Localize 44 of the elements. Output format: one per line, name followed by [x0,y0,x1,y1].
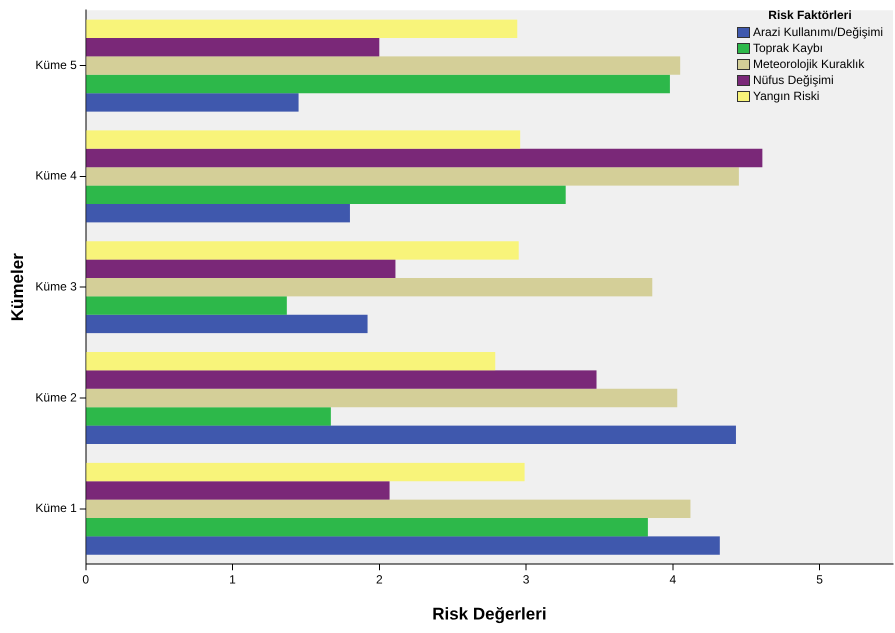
x-tick-label: 1 [229,572,236,587]
bar [86,536,720,555]
bar [86,500,690,518]
bar [86,426,736,444]
bar [86,388,678,408]
y-tick-label: Küme 2 [35,390,78,404]
x-tick-label: 4 [670,572,676,587]
bar [86,93,299,112]
x-tick-label: 3 [522,572,530,587]
bar [86,314,368,334]
bar [86,352,496,370]
bar [86,20,518,38]
y-tick-label: Küme 1 [35,501,78,516]
bar [86,481,390,500]
legend-label: Meteorolojik Kuraklık [752,57,864,71]
legend-label: Toprak Kaybı [752,41,823,55]
bar [86,370,597,389]
bar [86,407,331,426]
bar [86,204,350,222]
bar [86,260,396,278]
bar [86,186,566,204]
bar [86,130,520,149]
bar [86,167,739,186]
x-tick-label: 0 [82,572,90,587]
x-axis-title: Risk Değerleri [432,604,547,624]
bar [86,462,525,482]
y-tick-label: Küme 5 [35,58,78,72]
x-tick-label: 5 [816,572,824,587]
bar [86,148,762,168]
legend-label: Arazi Kullanımı/Değişimi [752,25,883,39]
bar [86,38,380,56]
legend-title: Risk Faktörleri [767,8,853,22]
bar [86,74,670,94]
bar [86,296,287,315]
y-tick-label: Küme 4 [35,168,78,183]
bar [86,278,652,296]
bar [86,518,648,536]
y-tick-label: Küme 3 [35,280,78,294]
y-axis-title: Kümeler [8,252,27,322]
bar [86,56,680,75]
legend-label: Yangın Riski [752,89,820,103]
legend-label: Nüfus Değişimi [752,73,834,87]
bar [86,241,519,260]
x-tick-label: 2 [376,572,383,587]
